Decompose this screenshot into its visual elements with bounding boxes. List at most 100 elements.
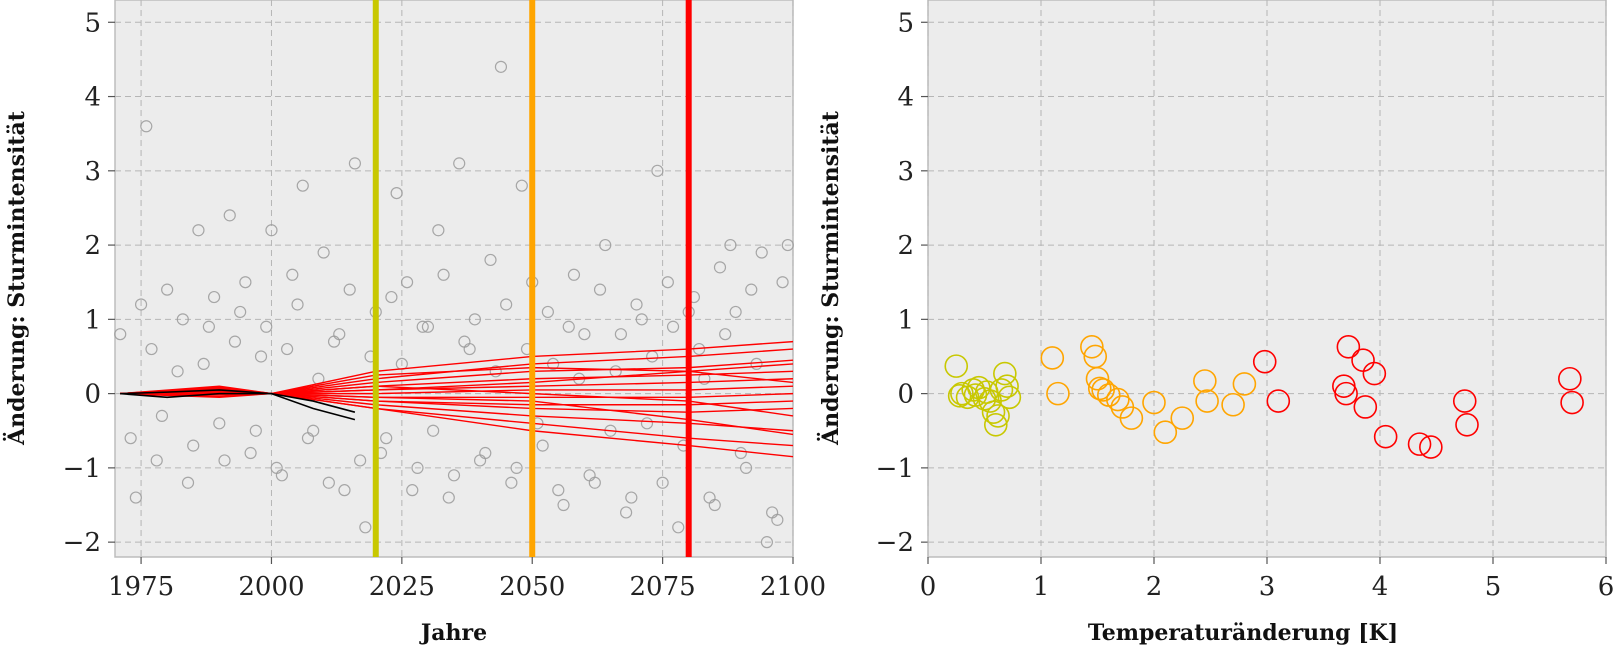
scatter-point: [729, 305, 742, 319]
scatter-point: [468, 313, 481, 326]
x-tick-label: 3: [1259, 572, 1276, 602]
scatter-point: [348, 157, 362, 170]
scatter-point: [489, 365, 502, 378]
scatter-point: [176, 313, 189, 326]
y-tick-label: 1: [84, 305, 101, 335]
scatter-point: [546, 357, 560, 371]
x-tick-label: 2050: [499, 572, 565, 602]
x-tick-label: 2075: [630, 572, 696, 602]
left-black-series-lines: [120, 389, 356, 421]
scatter-point-2080: [1336, 335, 1361, 359]
scatter-point: [124, 432, 137, 445]
scatter-point: [359, 521, 372, 534]
y-tick-label: 3: [897, 157, 914, 187]
scatter-point: [281, 342, 294, 356]
scatter-point: [155, 409, 169, 422]
scatter-point: [776, 276, 789, 289]
scatter-point-2050: [1119, 406, 1144, 430]
scatter-point: [390, 186, 403, 200]
scatter-point: [630, 298, 643, 311]
y-tick-label: 2: [897, 231, 914, 261]
scatter-point: [593, 283, 607, 296]
y-tick-label: −1: [63, 454, 101, 484]
scatter-point: [771, 513, 784, 526]
scatter-point: [338, 484, 351, 497]
y-tick-label: 5: [84, 8, 101, 38]
scatter-point-2020: [981, 400, 1006, 424]
scatter-point: [651, 164, 664, 177]
scatter-point: [254, 350, 268, 363]
scatter-point: [750, 357, 763, 371]
right-x-axis-label: Temperaturänderung [K]: [1088, 620, 1398, 646]
y-tick-label: 2: [84, 231, 101, 261]
left-chart: −2 −1 0 1 2 3 4 5 1975 2000 2025 2050 2075 2100 Jahr…: [2, 0, 826, 646]
scatter-point-2080: [1353, 395, 1378, 419]
x-tick-label: 2: [1146, 572, 1163, 602]
x-tick-label: 6: [1598, 572, 1614, 602]
scatter-point: [187, 439, 200, 452]
scatter-point-2050: [1106, 387, 1130, 412]
scatter-point: [286, 268, 299, 281]
scatter-point: [333, 328, 346, 341]
scatter-point: [500, 298, 513, 311]
scatter-point: [510, 461, 523, 474]
scatter-point-2080: [1558, 366, 1582, 391]
scatter-point-2080: [1373, 424, 1398, 449]
scatter-point: [479, 446, 492, 460]
scatter-point: [291, 298, 304, 311]
scatter-point: [640, 417, 654, 430]
black-series-line: [120, 389, 356, 413]
scatter-point: [411, 461, 424, 474]
scatter-point: [620, 506, 633, 519]
scatter-point: [760, 536, 774, 549]
scatter-point: [713, 261, 727, 274]
scatter-point: [625, 491, 638, 504]
scatter-point-2080: [1362, 361, 1387, 386]
scatter-point: [380, 432, 393, 445]
x-tick-label: 2000: [238, 572, 304, 602]
scatter-point-2020: [950, 381, 974, 406]
scatter-point: [400, 276, 414, 289]
scatter-point: [583, 469, 596, 482]
scatter-point: [719, 328, 732, 341]
scatter-point: [755, 246, 768, 259]
scatter-point: [114, 328, 127, 341]
scatter-point: [541, 305, 554, 319]
scatter-point-2050: [1195, 389, 1219, 413]
y-tick-label: 0: [84, 380, 101, 410]
scatter-point-2050: [1087, 376, 1112, 401]
scatter-point: [458, 335, 471, 348]
scatter-point: [150, 454, 163, 467]
black-series-line: [120, 392, 356, 421]
scatter-point: [562, 320, 575, 333]
right-chart: −2 −1 0 1 2 3 4 5 0 1 2 3 4 5 6 Temperaturänderung [K…: [816, 0, 1614, 646]
scatter-point: [567, 268, 581, 281]
scatter-point-2080: [1407, 432, 1432, 456]
scatter-point-2020: [983, 413, 1008, 437]
scatter-point: [140, 120, 153, 133]
scatter-point: [249, 424, 262, 437]
scatter-point: [578, 328, 591, 341]
scatter-point-2080: [1334, 381, 1358, 406]
scatter-point-2050: [1232, 372, 1257, 396]
scatter-point: [296, 179, 309, 192]
y-tick-label: 4: [897, 83, 914, 113]
scatter-point: [494, 60, 508, 73]
y-tick-label: 4: [84, 83, 101, 113]
x-tick-label: 1: [1033, 572, 1050, 602]
scatter-point: [228, 335, 242, 348]
scatter-point: [437, 268, 450, 281]
right-scatter-points: [944, 335, 1584, 459]
scatter-point: [317, 246, 330, 259]
scatter-point: [536, 439, 549, 452]
scatter-point: [505, 476, 518, 489]
scatter-point: [270, 461, 283, 474]
left-y-tick-labels: −2 −1 0 1 2 3 4 5: [63, 8, 101, 558]
scatter-point-2050: [1193, 369, 1217, 393]
scatter-point: [672, 521, 685, 534]
scatter-point-2020: [993, 361, 1017, 386]
scatter-point: [661, 276, 674, 289]
scatter-point: [213, 417, 226, 430]
scatter-point-2050: [1080, 335, 1104, 359]
